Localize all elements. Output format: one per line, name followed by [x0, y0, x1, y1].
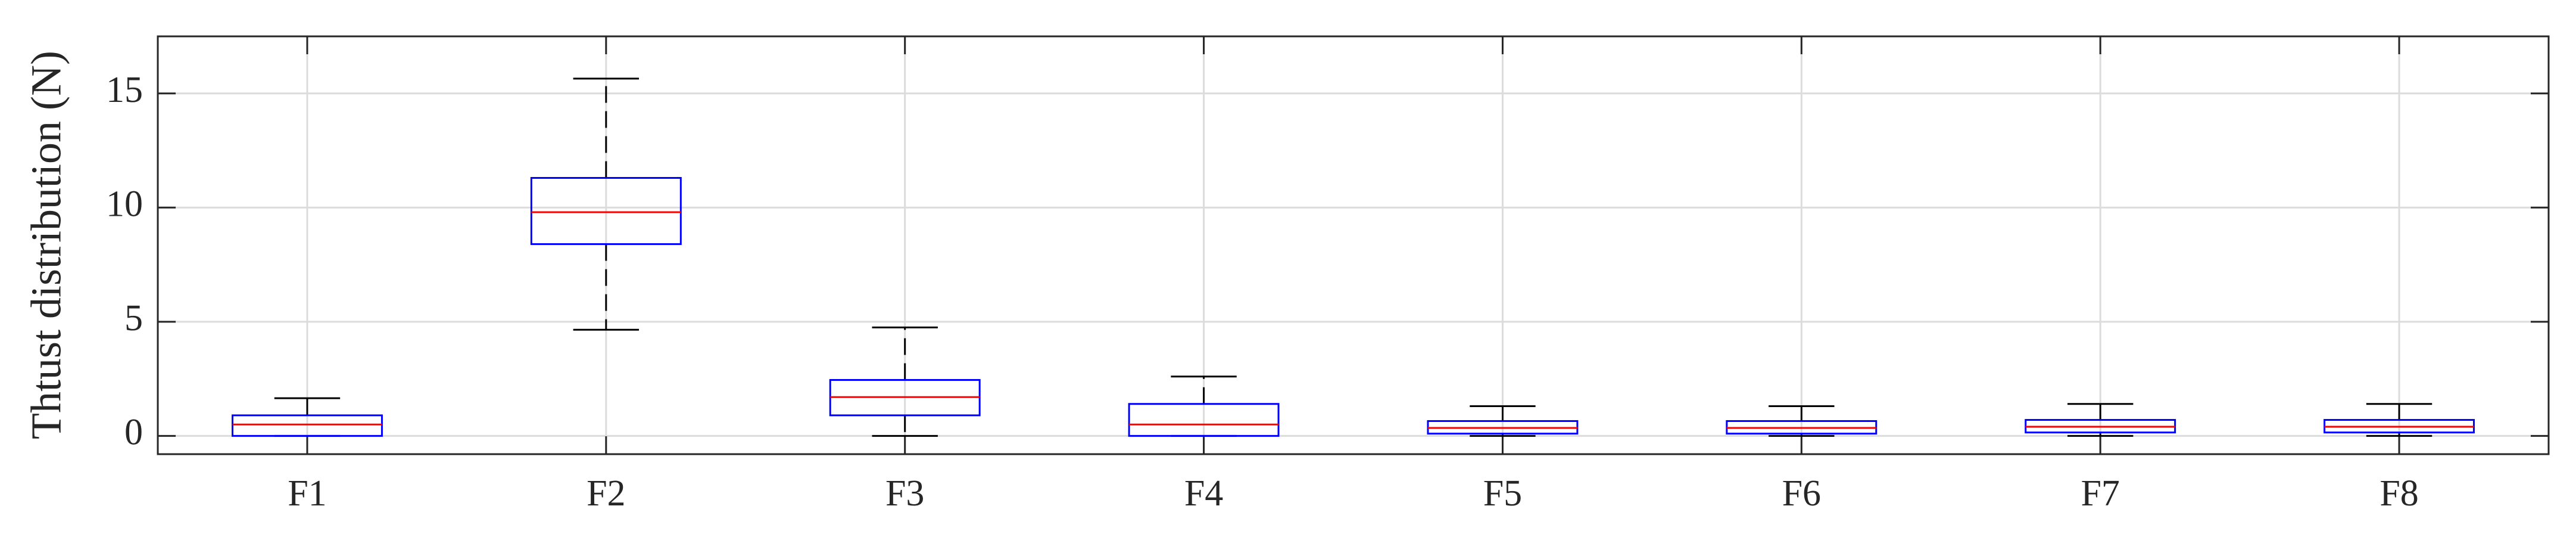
box [1128, 403, 1280, 437]
y-axis-label: Thtust distribution (N) [23, 51, 70, 439]
x-tick-label: F3 [885, 473, 924, 514]
plot-frame [157, 35, 2550, 455]
box [231, 414, 383, 437]
x-tick-label: F2 [587, 473, 625, 514]
y-tick-label: 5 [124, 298, 143, 339]
y-tick-label: 10 [106, 184, 143, 225]
x-tick-label: F7 [2081, 473, 2119, 514]
x-tick-label: F8 [2379, 473, 2418, 514]
x-tick-label: F1 [288, 473, 326, 514]
x-tick-label: F6 [1782, 473, 1821, 514]
x-tick-label: F5 [1483, 473, 1522, 514]
box [530, 176, 682, 246]
y-tick-label: 15 [106, 70, 143, 110]
x-tick-label: F4 [1184, 473, 1223, 514]
y-tick-label: 0 [124, 412, 143, 453]
